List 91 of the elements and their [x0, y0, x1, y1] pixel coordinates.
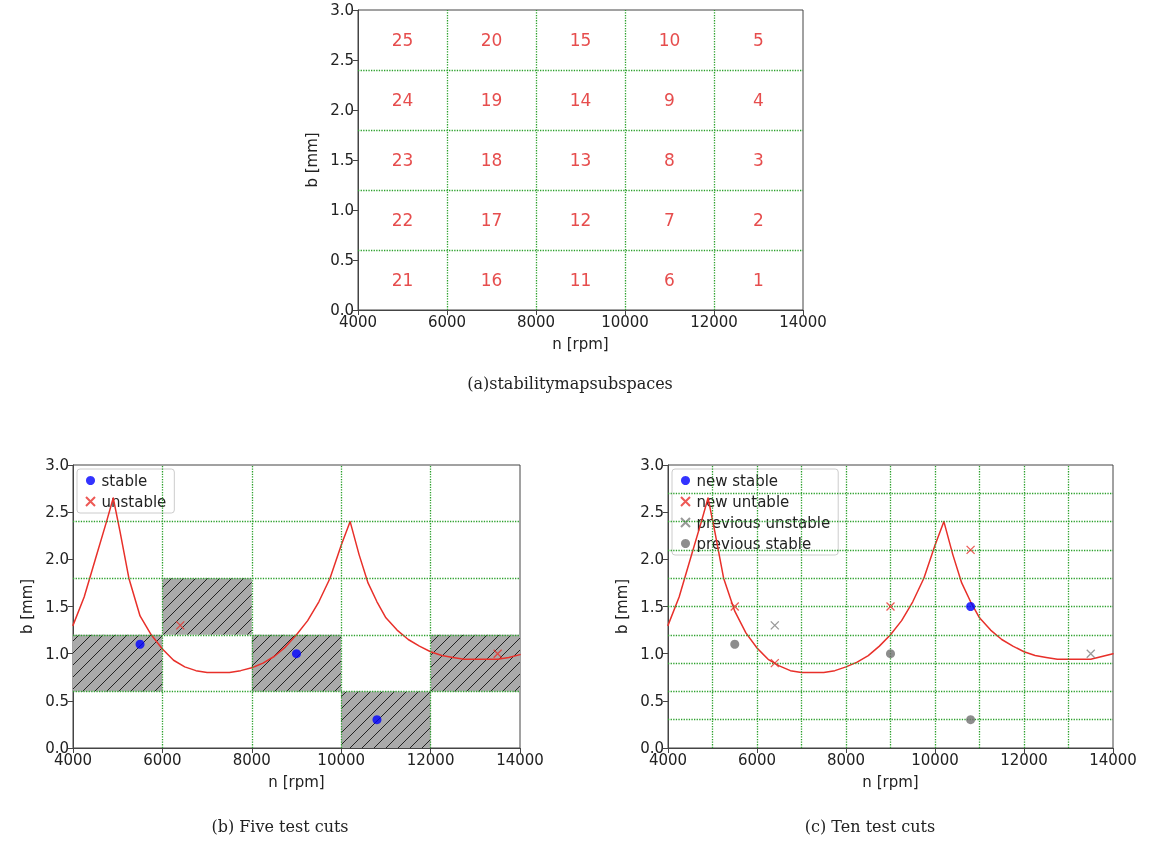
- point: [885, 601, 896, 612]
- x-tick-label: 12000: [690, 312, 738, 331]
- x-axis-title: n [rpm]: [862, 772, 919, 791]
- point: [966, 715, 976, 725]
- bar: [73, 634, 163, 692]
- annotation: 25: [391, 30, 414, 50]
- y-tick-label: 0.5: [640, 691, 664, 710]
- point: [1086, 649, 1096, 659]
- y-tick-label: 1.0: [640, 644, 664, 663]
- annotation: 7: [664, 210, 675, 230]
- y-tick-label: 2.5: [45, 503, 69, 522]
- annotation: 17: [480, 210, 503, 230]
- annotation: 23: [391, 150, 414, 170]
- point: [966, 602, 976, 611]
- y-tick-label: 1.5: [640, 597, 664, 616]
- annotation: 11: [569, 270, 592, 290]
- y-tick-label: 1.0: [330, 201, 354, 219]
- annotation: 24: [391, 90, 414, 110]
- bar: [251, 634, 342, 692]
- point: [493, 649, 503, 659]
- y-tick-label: 2.0: [330, 101, 354, 119]
- bar: [430, 634, 520, 692]
- legend-label: stable: [101, 471, 148, 490]
- y-tick-label: 1.0: [45, 644, 69, 663]
- annotation: 16: [480, 270, 503, 290]
- x-tick-label: 10000: [317, 750, 366, 769]
- y-tick-label: 0.5: [330, 251, 354, 269]
- point: [175, 620, 185, 631]
- x-tick-label: 8000: [826, 750, 866, 769]
- annotation: 9: [664, 90, 675, 110]
- x-tick-label: 8000: [516, 312, 556, 331]
- y-tick-label: 2.5: [330, 51, 354, 69]
- y-tick-label: 3.0: [330, 1, 354, 19]
- annotation: 2: [753, 210, 764, 230]
- annotation: 8: [664, 150, 675, 170]
- x-tick-label: 14000: [496, 750, 544, 769]
- text: (c) Ten test cuts: [804, 816, 936, 836]
- y-axis-title: b [mm]: [17, 578, 36, 635]
- x-tick-label: 8000: [232, 750, 271, 769]
- annotation: 21: [391, 270, 414, 290]
- x-tick-label: 12000: [1000, 750, 1048, 769]
- x-tick-label: 14000: [779, 312, 827, 331]
- y-tick-label: 2.5: [640, 503, 664, 522]
- y-tick-label: 2.0: [640, 550, 664, 569]
- annotation: 20: [480, 30, 503, 50]
- point: [730, 639, 740, 649]
- point: [730, 601, 740, 612]
- point: [292, 649, 301, 659]
- x-tick-label: 10000: [601, 312, 649, 331]
- point: [770, 620, 780, 631]
- annotation: 3: [753, 150, 764, 170]
- text: (b) Five test cuts: [211, 816, 349, 836]
- point: [770, 658, 780, 668]
- x-tick-label: 10000: [911, 750, 959, 769]
- annotation: 6: [664, 270, 675, 290]
- annotation: 4: [753, 90, 764, 110]
- point: [965, 545, 976, 555]
- annotation: 13: [569, 150, 592, 170]
- point: [372, 715, 382, 725]
- annotation: 15: [569, 30, 592, 50]
- y-tick-label: 3.0: [45, 456, 69, 474]
- annotation: 22: [391, 210, 414, 230]
- annotation: 12: [569, 210, 592, 230]
- annotation: 10: [658, 30, 681, 50]
- text: (a)stabilitymapsubspaces: [467, 373, 673, 393]
- annotation: 19: [480, 90, 503, 110]
- y-tick-label: 0.5: [45, 691, 69, 710]
- point: [886, 649, 895, 659]
- line-series: [667, 497, 1114, 674]
- annotation: 1: [753, 270, 764, 290]
- x-axis-title: n [rpm]: [552, 334, 609, 353]
- x-tick-label: 6000: [143, 750, 182, 769]
- line-series: [72, 497, 521, 674]
- y-tick-label: 3.0: [640, 456, 664, 474]
- x-axis-title: n [rpm]: [268, 772, 325, 791]
- x-tick-label: 14000: [1089, 750, 1137, 769]
- legend-label: new stable: [696, 471, 779, 490]
- y-axis-title: b [mm]: [612, 578, 631, 635]
- y-tick-label: 2.0: [45, 550, 69, 569]
- bar: [341, 691, 431, 748]
- y-axis-title: b [mm]: [302, 132, 321, 188]
- annotation: 5: [753, 30, 764, 50]
- bar: [162, 578, 252, 635]
- annotation: 18: [480, 150, 503, 170]
- x-tick-label: 6000: [737, 750, 777, 769]
- x-tick-label: 12000: [406, 750, 455, 769]
- point: [135, 639, 145, 649]
- x-tick-label: 6000: [427, 312, 467, 331]
- y-tick-label: 1.5: [45, 597, 69, 616]
- y-tick-label: 1.5: [330, 151, 354, 169]
- annotation: 14: [569, 90, 592, 110]
